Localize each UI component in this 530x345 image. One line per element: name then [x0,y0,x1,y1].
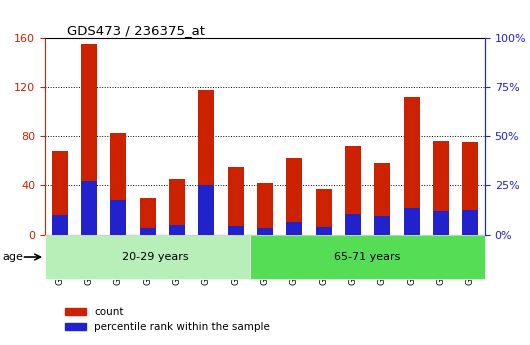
Bar [462,210,479,235]
Bar [250,235,485,279]
Bar [433,211,449,235]
Bar [227,167,244,235]
Bar [139,228,156,235]
Bar [227,226,244,235]
Text: GDS473 / 236375_at: GDS473 / 236375_at [67,24,205,37]
Text: 20-29 years: 20-29 years [122,252,188,262]
Text: age: age [3,252,23,262]
Legend: count, percentile rank within the sample: count, percentile rank within the sample [61,303,274,336]
Bar [169,179,185,235]
Bar [315,227,332,235]
Text: 65-71 years: 65-71 years [334,252,401,262]
Bar [81,44,97,235]
Bar [45,235,250,279]
Bar [169,225,185,235]
Bar [139,198,156,235]
Bar [345,146,361,235]
Bar [286,222,303,235]
Bar [462,142,479,235]
Bar [198,90,215,235]
Bar [257,228,273,235]
Bar [433,141,449,235]
Bar [374,163,391,235]
Bar [403,208,420,235]
Bar [110,132,127,235]
Bar [81,180,97,235]
Bar [198,185,215,235]
Bar [110,200,127,235]
Bar [257,183,273,235]
Bar [51,215,68,235]
Bar [51,151,68,235]
Bar [345,214,361,235]
Bar [286,158,303,235]
Bar [374,216,391,235]
Bar [315,189,332,235]
Bar [403,97,420,235]
